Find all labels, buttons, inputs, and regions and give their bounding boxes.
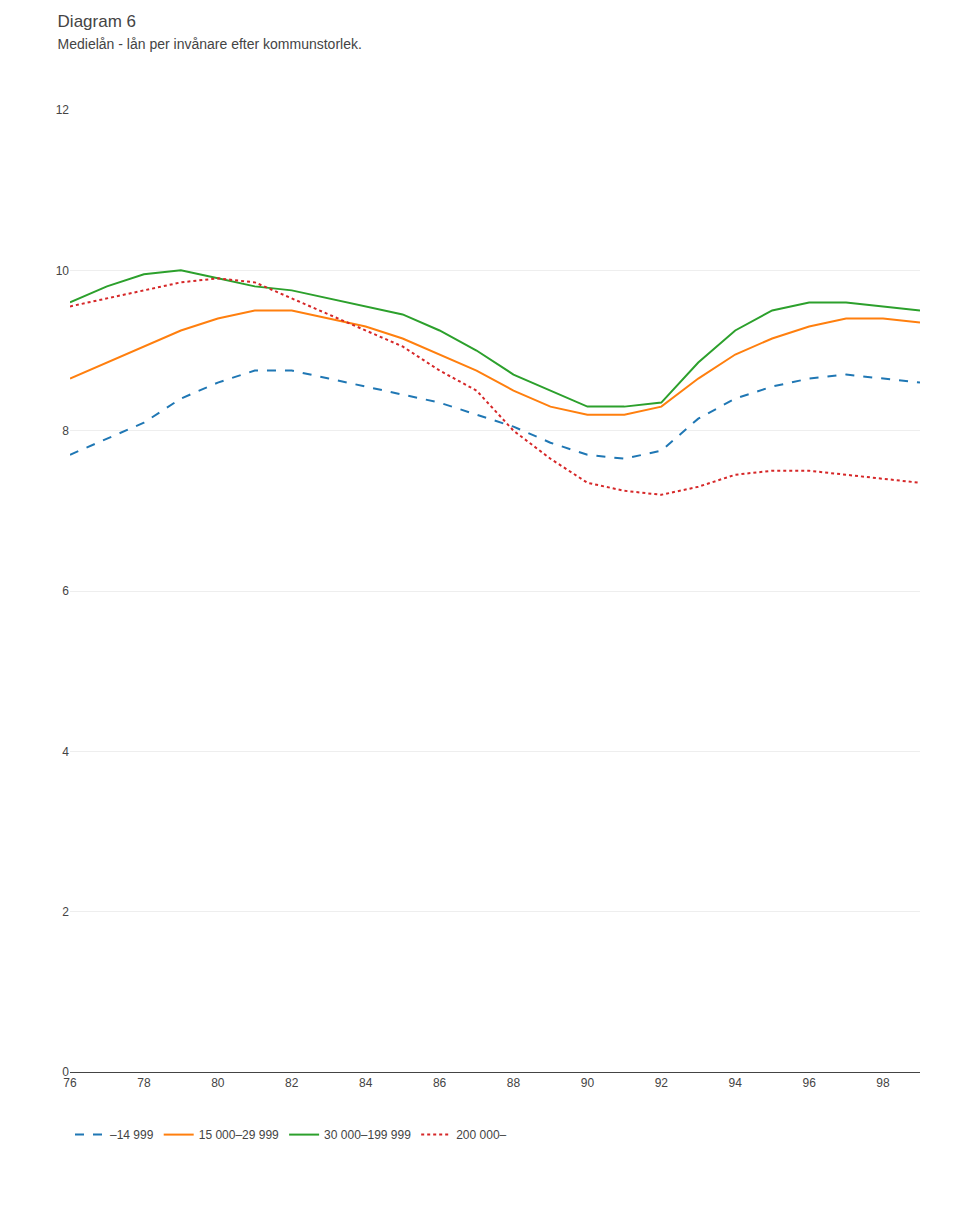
svg-text:30 000–199 999: 30 000–199 999 bbox=[324, 1128, 411, 1142]
svg-text:80: 80 bbox=[211, 1076, 225, 1090]
svg-text:–14 999: –14 999 bbox=[110, 1128, 154, 1142]
svg-text:90: 90 bbox=[581, 1076, 595, 1090]
svg-text:10: 10 bbox=[56, 264, 70, 278]
svg-text:Diagram 6Medielån - lån per in: Diagram 6Medielån - lån per invånare eft… bbox=[58, 12, 362, 52]
svg-text:88: 88 bbox=[507, 1076, 521, 1090]
svg-text:78: 78 bbox=[137, 1076, 151, 1090]
svg-text:8: 8 bbox=[62, 424, 69, 438]
svg-text:92: 92 bbox=[655, 1076, 669, 1090]
svg-text:6: 6 bbox=[62, 584, 69, 598]
svg-text:94: 94 bbox=[729, 1076, 743, 1090]
svg-text:98: 98 bbox=[876, 1076, 890, 1090]
svg-text:84: 84 bbox=[359, 1076, 373, 1090]
svg-text:76: 76 bbox=[63, 1076, 77, 1090]
svg-text:86: 86 bbox=[433, 1076, 447, 1090]
svg-text:96: 96 bbox=[802, 1076, 816, 1090]
svg-text:12: 12 bbox=[56, 103, 70, 117]
svg-text:82: 82 bbox=[285, 1076, 299, 1090]
svg-text:0: 0 bbox=[62, 1065, 69, 1079]
svg-text:2: 2 bbox=[62, 905, 69, 919]
svg-text:4: 4 bbox=[62, 745, 69, 759]
svg-text:15 000–29 999: 15 000–29 999 bbox=[199, 1128, 279, 1142]
svg-text:200 000–: 200 000– bbox=[456, 1128, 506, 1142]
